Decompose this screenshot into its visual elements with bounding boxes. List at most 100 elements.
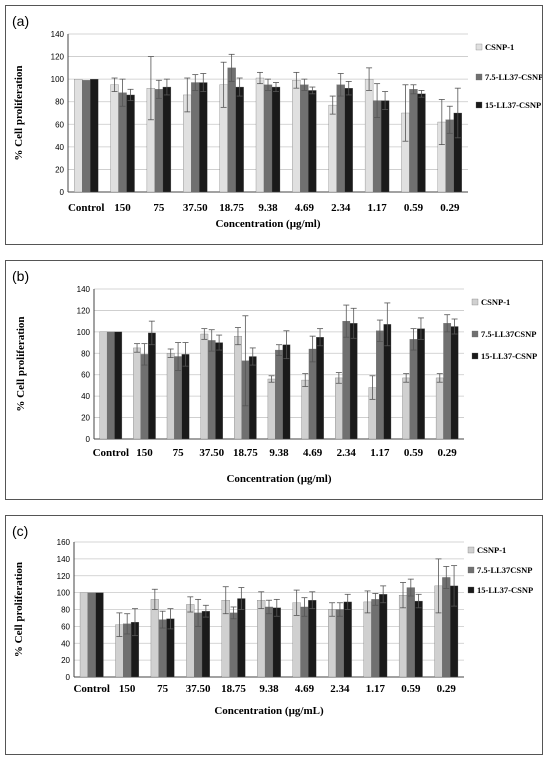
legend-swatch bbox=[467, 546, 475, 554]
bar bbox=[328, 609, 337, 678]
legend-label: CSNP-1 bbox=[485, 42, 514, 52]
y-axis-title: % Cell proliferation bbox=[15, 316, 27, 411]
bar bbox=[207, 340, 216, 440]
bar bbox=[364, 78, 374, 193]
bar bbox=[371, 599, 380, 678]
bar bbox=[435, 377, 444, 440]
y-tick-label: 40 bbox=[61, 639, 70, 648]
x-tick-label: 4.69 bbox=[303, 447, 323, 459]
bar bbox=[99, 331, 108, 440]
bar bbox=[300, 84, 309, 193]
bar bbox=[409, 339, 418, 440]
x-tick-label: 4.69 bbox=[295, 202, 315, 214]
x-tick-label: 2.34 bbox=[337, 447, 357, 459]
bar bbox=[229, 612, 238, 678]
y-tick-label: 20 bbox=[81, 414, 90, 423]
chart-panel-c: (c) 0 20 40 60 80 100 120 140 160 Control 150 75 37.5… bbox=[5, 515, 543, 755]
bar bbox=[248, 356, 257, 440]
legend-label: 7.5-LL37CSNP bbox=[477, 565, 533, 575]
panel-label: (b) bbox=[12, 268, 29, 284]
legend-label: 7.5-LL37-CSNP bbox=[485, 72, 542, 82]
y-tick-label: 160 bbox=[57, 538, 71, 547]
bar bbox=[301, 379, 310, 440]
bar bbox=[235, 86, 244, 193]
y-tick-label: 60 bbox=[55, 120, 64, 129]
bar bbox=[328, 104, 337, 193]
bar bbox=[300, 606, 309, 678]
x-tick-label: 2.34 bbox=[330, 683, 350, 695]
bar bbox=[267, 378, 276, 440]
bar bbox=[90, 78, 99, 193]
x-tick-label: Control bbox=[73, 683, 109, 695]
bar bbox=[442, 577, 451, 678]
y-tick-label: 140 bbox=[51, 30, 65, 39]
legend-swatch bbox=[471, 352, 479, 360]
y-tick-label: 20 bbox=[55, 165, 64, 174]
x-tick-label: Control bbox=[93, 447, 129, 459]
y-tick-label: 120 bbox=[51, 53, 65, 62]
bar bbox=[191, 82, 200, 193]
y-tick-label: 60 bbox=[81, 371, 90, 380]
legend-label: 7.5-LL37CSNP bbox=[481, 329, 537, 339]
x-tick-label: Control bbox=[68, 202, 104, 214]
x-tick-label: 0.59 bbox=[404, 202, 424, 214]
bar bbox=[199, 82, 208, 193]
x-tick-label: 9.38 bbox=[259, 683, 279, 695]
legend-label: 15-LL37-CSNP bbox=[485, 100, 541, 110]
bar bbox=[181, 354, 190, 440]
x-tick-label: 0.29 bbox=[437, 683, 457, 695]
bar bbox=[376, 330, 384, 440]
bar bbox=[263, 84, 273, 193]
bar bbox=[140, 354, 149, 440]
x-tick-label: 0.59 bbox=[401, 683, 421, 695]
bar bbox=[150, 599, 159, 678]
y-tick-label: 100 bbox=[57, 589, 71, 598]
legend-swatch bbox=[475, 101, 483, 109]
y-tick-label: 100 bbox=[77, 328, 91, 337]
legend-label: 15-LL37-CSNP bbox=[481, 351, 537, 361]
bar bbox=[201, 611, 210, 678]
bar bbox=[344, 88, 353, 193]
bar bbox=[292, 80, 301, 193]
bar bbox=[215, 342, 223, 440]
bar bbox=[380, 100, 390, 193]
bar bbox=[82, 80, 91, 193]
x-tick-label: 150 bbox=[136, 447, 153, 459]
legend-swatch bbox=[475, 73, 483, 81]
chart-panel-b: (b) 0 20 40 60 80 100 120 140 Control 150 75 37.50 18… bbox=[5, 260, 543, 500]
y-tick-label: 40 bbox=[81, 392, 90, 401]
x-tick-label: 75 bbox=[153, 202, 165, 214]
legend-label: CSNP-1 bbox=[481, 297, 510, 307]
bar bbox=[349, 323, 358, 440]
bar bbox=[200, 333, 209, 440]
legend-swatch bbox=[471, 330, 479, 338]
bar bbox=[379, 594, 388, 678]
bar bbox=[275, 349, 283, 440]
legend-swatch bbox=[467, 566, 475, 574]
x-tick-label: 150 bbox=[119, 683, 136, 695]
bar bbox=[234, 335, 242, 440]
bar bbox=[227, 67, 236, 193]
y-tick-label: 0 bbox=[86, 435, 91, 444]
y-tick-label: 0 bbox=[60, 188, 65, 197]
chart-b: (b) 0 20 40 60 80 100 120 140 Control 150 75 37.50 18… bbox=[12, 268, 537, 485]
legend-label: CSNP-1 bbox=[477, 545, 506, 555]
y-tick-label: 120 bbox=[57, 572, 71, 581]
bar bbox=[79, 592, 88, 678]
chart-c: (c) 0 20 40 60 80 100 120 140 160 Control 150 75 37.5… bbox=[12, 523, 533, 717]
bar bbox=[406, 587, 415, 678]
y-tick-label: 100 bbox=[51, 75, 65, 84]
bar bbox=[271, 86, 281, 193]
y-tick-label: 80 bbox=[55, 98, 64, 107]
y-tick-label: 120 bbox=[77, 306, 91, 315]
y-tick-label: 140 bbox=[77, 285, 91, 294]
y-tick-label: 20 bbox=[61, 656, 70, 665]
bar bbox=[402, 377, 410, 440]
bar bbox=[343, 601, 352, 678]
bar bbox=[257, 600, 266, 678]
bar bbox=[308, 90, 317, 193]
x-axis-title: Concentration (µg/ml) bbox=[215, 218, 320, 230]
y-tick-label: 0 bbox=[66, 673, 71, 682]
x-tick-label: 37.50 bbox=[199, 447, 224, 459]
bar bbox=[166, 353, 175, 440]
